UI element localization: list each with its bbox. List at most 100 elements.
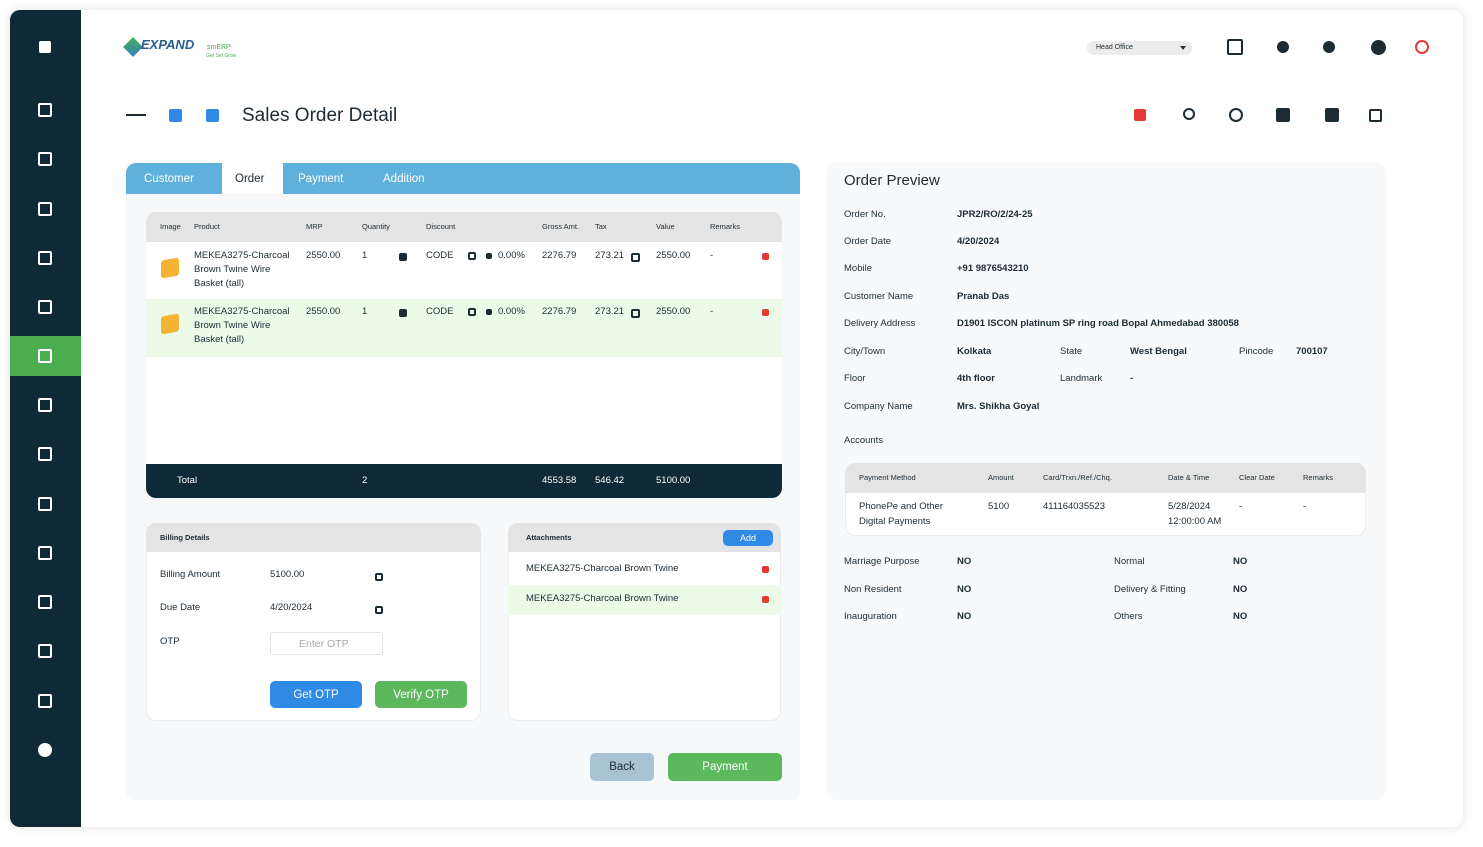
calendar-icon[interactable] <box>375 573 383 581</box>
tab[interactable]: Customer <box>144 173 194 185</box>
preview-value: - <box>1130 373 1134 384</box>
search-icon[interactable] <box>1183 108 1195 120</box>
tab-active[interactable] <box>222 163 283 194</box>
power-icon[interactable] <box>1415 40 1429 54</box>
tag-icon[interactable] <box>486 253 492 259</box>
billing-label: Billing Amount <box>160 569 221 580</box>
sidebar-icon[interactable] <box>38 103 52 117</box>
discount-icon[interactable] <box>468 308 476 316</box>
save-icon[interactable] <box>205 108 219 122</box>
mail-icon[interactable] <box>1325 108 1339 122</box>
total-label: Total <box>177 475 198 486</box>
preview-label: City/Town <box>844 346 886 357</box>
total-row <box>146 464 782 498</box>
branch-select[interactable] <box>1087 41 1192 55</box>
user-icon[interactable] <box>1323 41 1335 53</box>
back-button[interactable]: Back <box>590 753 654 781</box>
payment-column-header: Remarks <box>1303 473 1334 482</box>
sidebar-icon[interactable] <box>38 202 52 216</box>
sidebar-icon[interactable] <box>38 743 52 757</box>
payment-cell: 5/28/2024 12:00:00 AM <box>1168 501 1222 527</box>
add-attachment-button[interactable]: Add <box>723 530 773 546</box>
sidebar-icon[interactable] <box>39 41 51 53</box>
sidebar-icon[interactable] <box>38 398 52 412</box>
delete-row-icon[interactable] <box>761 252 769 260</box>
preview-label: Landmark <box>1060 373 1103 384</box>
sidebar-icon[interactable] <box>38 694 52 708</box>
delete-icon[interactable] <box>1134 109 1146 121</box>
print-icon[interactable] <box>1276 108 1290 122</box>
preview-value: 4/20/2024 <box>957 236 1000 247</box>
tab[interactable]: Addition <box>383 173 425 185</box>
monitor-icon[interactable] <box>1227 39 1243 55</box>
payment-cell: 411164035523 <box>1043 501 1105 512</box>
preview-label: Floor <box>844 373 866 384</box>
sidebar-icon[interactable] <box>38 644 52 658</box>
tag-icon[interactable] <box>486 309 492 315</box>
sidebar-icon[interactable] <box>38 447 52 461</box>
attachment-row <box>508 585 781 615</box>
flag-label: Others <box>1114 611 1143 622</box>
get-otp-button[interactable]: Get OTP <box>270 681 362 708</box>
flag-value: NO <box>957 583 972 595</box>
delete-row-icon[interactable] <box>761 308 769 316</box>
sidebar-icon[interactable] <box>38 349 52 363</box>
item-row <box>146 243 782 298</box>
preview-value: 4th floor <box>957 373 995 384</box>
discount-code: CODE <box>426 306 454 317</box>
tax: 273.21 <box>595 306 625 317</box>
preview-label: Order No. <box>844 209 886 220</box>
help-icon[interactable] <box>1370 39 1386 55</box>
tab[interactable]: Order <box>235 173 265 185</box>
preview-label: Delivery Address <box>844 318 916 329</box>
back-arrow[interactable] <box>126 114 146 116</box>
branch-name: Head Office <box>1096 44 1133 51</box>
brand-name: EXPAND <box>141 37 195 52</box>
column-header: Discount <box>426 222 456 231</box>
preview-label: Order Date <box>844 236 891 247</box>
sidebar-icon[interactable] <box>38 546 52 560</box>
flag-value: NO <box>957 556 972 567</box>
notification-icon[interactable] <box>1277 41 1289 53</box>
sidebar-icon[interactable] <box>38 300 52 314</box>
column-header: Product <box>194 222 220 231</box>
quantity: 1 <box>362 306 368 317</box>
discount-icon[interactable] <box>468 252 476 260</box>
preview-label: Mobile <box>844 263 872 274</box>
accounts-label: Accounts <box>844 435 884 446</box>
payment-button[interactable]: Payment <box>668 753 782 781</box>
flag-value: NO <box>1233 556 1248 567</box>
tax-calc-icon[interactable] <box>630 308 640 318</box>
calendar-icon[interactable] <box>375 606 383 614</box>
tab[interactable]: Payment <box>298 173 344 185</box>
tax-calc-icon[interactable] <box>630 252 640 262</box>
delete-attachment-icon[interactable] <box>761 595 769 603</box>
product-name: MEKEA3275-Charcoal Brown Twine Wire Bask… <box>194 250 290 289</box>
sidebar-icon[interactable] <box>38 251 52 265</box>
otp-input[interactable] <box>270 632 383 655</box>
sidebar-icon[interactable] <box>38 595 52 609</box>
flag-label: Inauguration <box>844 611 897 622</box>
column-header: Value <box>656 222 675 231</box>
preview-value: West Bengal <box>1130 346 1187 357</box>
sidebar-icon[interactable] <box>38 152 52 166</box>
otp-placeholder: Enter OTP <box>299 638 349 650</box>
flag-label: Non Resident <box>844 583 902 595</box>
sidebar-icon[interactable] <box>38 497 52 511</box>
warehouse-icon[interactable] <box>399 309 407 317</box>
report-icon[interactable] <box>1368 108 1382 122</box>
payment-cell: 5100 <box>988 501 1010 512</box>
flag-label: Marriage Purpose <box>844 556 920 567</box>
quantity: 1 <box>362 250 368 261</box>
attachments-title: Attachments <box>526 533 572 542</box>
verify-otp-button[interactable]: Verify OTP <box>375 681 467 708</box>
warehouse-icon[interactable] <box>399 253 407 261</box>
total-gross: 4553.58 <box>542 475 577 486</box>
value: 2550.00 <box>656 306 691 317</box>
preview-value: Kolkata <box>957 346 992 357</box>
delete-attachment-icon[interactable] <box>761 565 769 573</box>
edit-icon[interactable] <box>168 108 182 122</box>
refresh-icon[interactable] <box>1229 108 1243 122</box>
billing-header <box>146 523 481 552</box>
